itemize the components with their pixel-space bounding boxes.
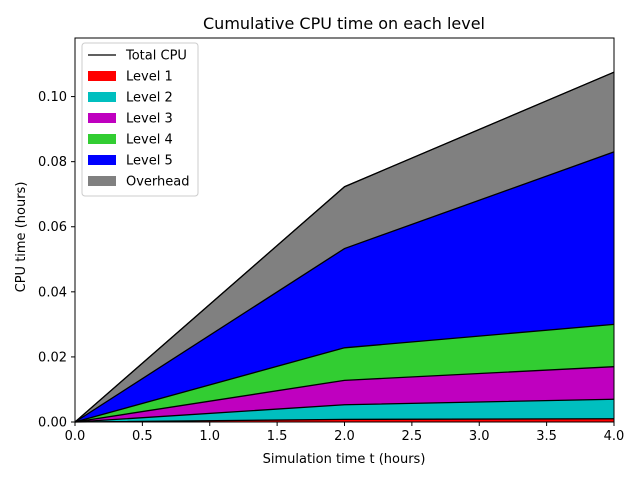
boundary-level-1 bbox=[74, 418, 615, 423]
y-tick-label: 0.02 bbox=[38, 350, 67, 365]
y-tick-label: 0.00 bbox=[38, 416, 67, 431]
chart-title: Cumulative CPU time on each level bbox=[203, 14, 485, 33]
x-tick-label: 0.5 bbox=[132, 429, 153, 444]
y-tick-label: 0.08 bbox=[38, 155, 67, 170]
area-level-2 bbox=[75, 399, 614, 422]
y-tick-label: 0.10 bbox=[38, 90, 67, 105]
legend-label-total-cpu: Total CPU bbox=[125, 49, 187, 64]
x-tick-label: 1.5 bbox=[267, 429, 288, 444]
boundary-level-3 bbox=[74, 366, 615, 423]
legend-label-level-1: Level 1 bbox=[126, 70, 173, 85]
area-level-5 bbox=[75, 151, 614, 422]
legend-swatch-level-4 bbox=[88, 134, 116, 144]
y-tick-label: 0.06 bbox=[38, 220, 67, 235]
legend-label-level-5: Level 5 bbox=[126, 154, 173, 169]
boundary-level-4 bbox=[74, 323, 615, 423]
legend-label-level-2: Level 2 bbox=[126, 91, 173, 106]
legend-swatch-level-3 bbox=[88, 113, 116, 123]
legend-label-level-3: Level 3 bbox=[126, 112, 173, 127]
x-tick-label: 0.0 bbox=[65, 429, 86, 444]
boundary-level-5 bbox=[74, 151, 615, 423]
total-cpu-line bbox=[74, 71, 615, 423]
legend-label-level-4: Level 4 bbox=[126, 133, 173, 148]
boundary-level-2 bbox=[74, 398, 615, 423]
x-tick-label: 3.5 bbox=[536, 429, 557, 444]
area-level-4 bbox=[75, 324, 614, 422]
y-tick-label: 0.04 bbox=[38, 285, 67, 300]
legend: Total CPU Level 1 Level 2 Level 3 Level 4 Lev… bbox=[81, 42, 199, 197]
x-axis-ticks: 0.0 0.5 1.0 1.5 2.0 2.5 3.0 3.5 4.0 bbox=[65, 422, 625, 444]
x-tick-label: 2.0 bbox=[334, 429, 355, 444]
legend-label-overhead: Overhead bbox=[126, 175, 190, 190]
area-level-3 bbox=[75, 366, 614, 422]
x-axis-label: Simulation time t (hours) bbox=[263, 452, 426, 467]
legend-swatch-level-1 bbox=[88, 71, 116, 81]
x-tick-label: 3.0 bbox=[469, 429, 490, 444]
x-tick-label: 1.0 bbox=[199, 429, 220, 444]
x-tick-label: 4.0 bbox=[604, 429, 625, 444]
area-boundaries bbox=[74, 71, 615, 423]
legend-swatch-level-5 bbox=[88, 155, 116, 165]
x-tick-label: 2.5 bbox=[402, 429, 423, 444]
legend-swatch-overhead bbox=[88, 176, 116, 186]
y-axis-ticks: 0.00 0.02 0.04 0.06 0.08 0.10 bbox=[38, 90, 75, 431]
legend-swatch-level-2 bbox=[88, 92, 116, 102]
y-axis-label: CPU time (hours) bbox=[14, 182, 29, 293]
